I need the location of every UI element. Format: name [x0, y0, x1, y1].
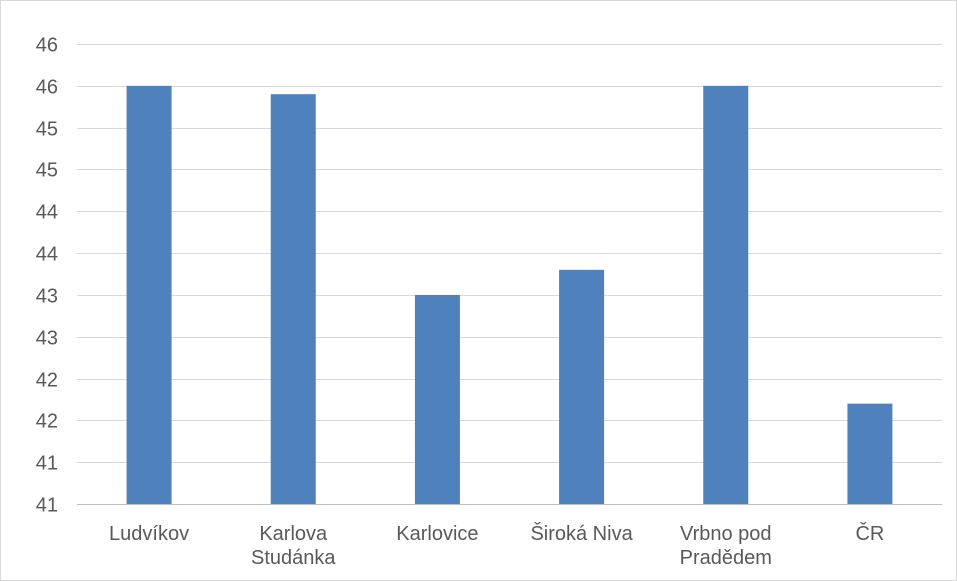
x-tick-label: Karlova Studánka: [251, 523, 336, 569]
bar: [270, 94, 316, 504]
y-tick-label: 42: [36, 370, 58, 392]
gridlines: [77, 44, 942, 463]
bar: [703, 85, 749, 505]
y-tick-label: 43: [36, 328, 58, 350]
bar: [126, 85, 172, 505]
x-tick-label: Ludvíkov: [109, 523, 189, 545]
y-tick-label: 44: [36, 202, 58, 224]
bar: [414, 294, 460, 504]
y-tick-label: 41: [36, 453, 58, 475]
y-tick-label: 45: [36, 119, 58, 141]
x-tick-label: Široká Niva: [530, 522, 633, 545]
bar: [847, 403, 893, 504]
y-tick-label: 41: [36, 495, 58, 517]
y-tick-label: 43: [36, 286, 58, 308]
y-tick-label: 42: [36, 411, 58, 433]
x-tick-label: Vrbno pod Pradědem: [680, 523, 772, 569]
bar: [559, 269, 605, 504]
y-tick-label: 45: [36, 160, 58, 182]
y-tick-label: 46: [36, 35, 58, 57]
x-tick-labels: Ludvíkov Karlova Studánka Karlovice Široká N…: [109, 522, 884, 569]
y-tick-labels: 41 41 42 42 43 43 44 44 45 45 46 46: [36, 35, 58, 517]
x-tick-label: ČR: [855, 522, 884, 545]
bars: [126, 85, 893, 505]
y-tick-label: 46: [36, 77, 58, 99]
x-tick-label: Karlovice: [396, 523, 478, 545]
y-tick-label: 44: [36, 244, 58, 266]
